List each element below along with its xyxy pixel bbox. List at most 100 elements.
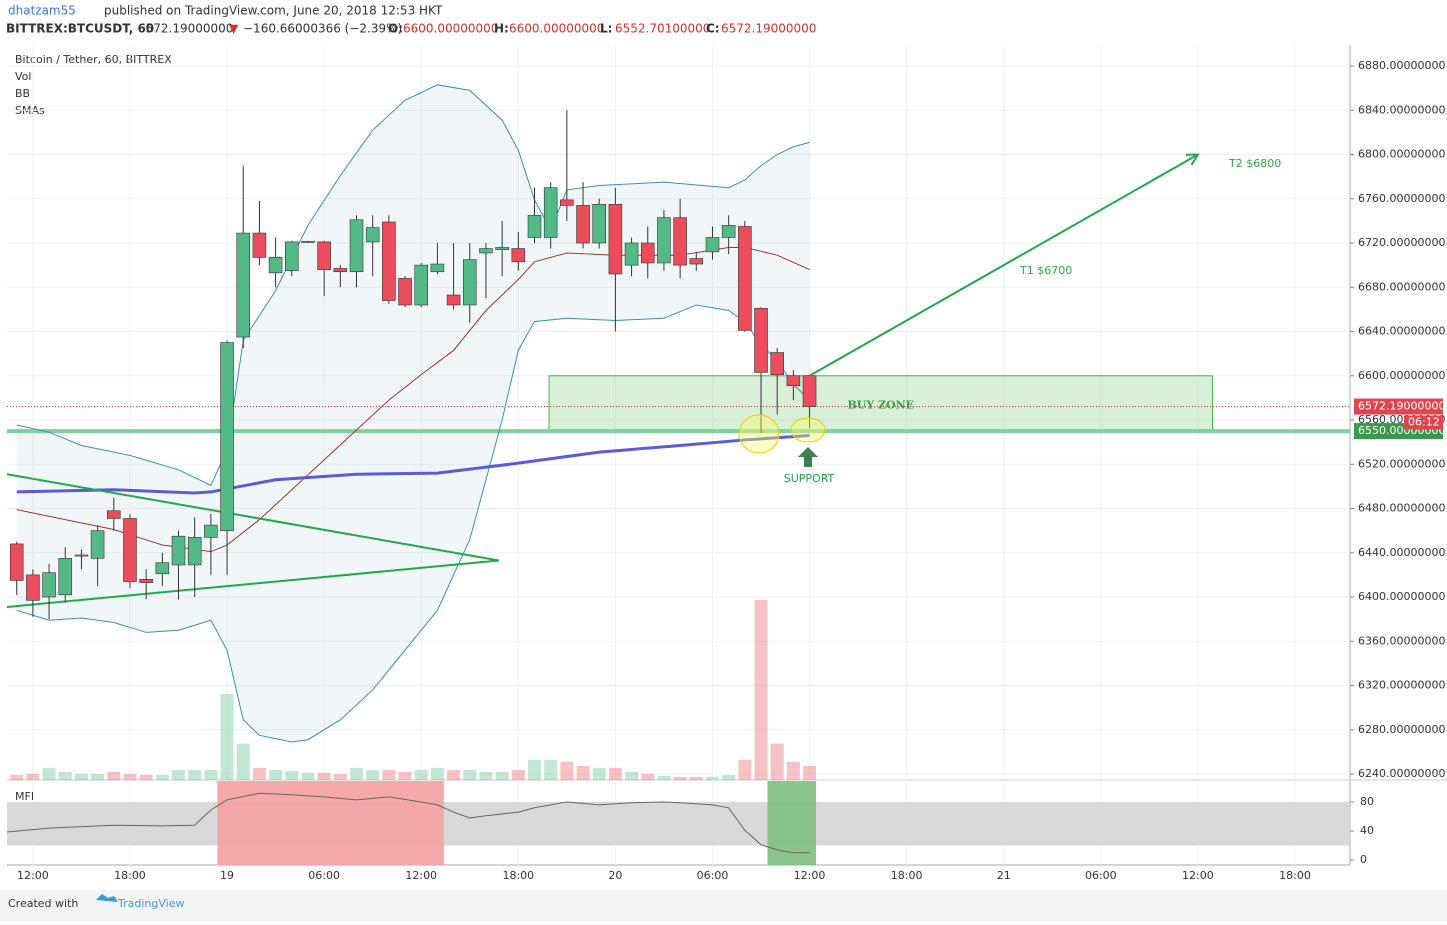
mfi-label: MFI: [15, 790, 34, 803]
candle-body: [721, 225, 736, 238]
footer-bar: [0, 890, 1447, 921]
candle-body: [640, 242, 655, 264]
volume-bar: [333, 773, 347, 780]
candle-body: [365, 227, 380, 243]
triangle-line: [6, 559, 499, 608]
y-tick-label: 6760.00000000: [1358, 192, 1445, 205]
candle-body: [608, 204, 623, 275]
volume-bar: [511, 769, 525, 780]
target-label: T2 $6800: [1228, 157, 1281, 170]
volume-bar: [673, 776, 687, 780]
candle-body: [285, 241, 299, 271]
x-tick-label: 12:00: [17, 869, 49, 882]
volume-bar: [414, 769, 428, 780]
volume-bar: [10, 774, 24, 780]
legend-title: Bitcoin / Tether, 60, BITTREX: [15, 53, 172, 66]
volume-bar: [236, 743, 250, 780]
legend-item: BB: [15, 87, 30, 100]
x-tick-label: 18:00: [114, 869, 146, 882]
candle-body: [657, 217, 671, 264]
volume-bar: [398, 771, 412, 780]
y-tick-label: 6640.00000000: [1358, 325, 1445, 338]
volume-bar: [26, 773, 40, 780]
volume-bar: [155, 774, 169, 780]
candle-body: [446, 294, 461, 306]
candle-body: [123, 518, 137, 582]
candle-body: [204, 524, 218, 538]
volume-bar: [528, 759, 541, 780]
candle-body: [770, 352, 784, 375]
volume-bar: [285, 770, 299, 780]
x-tick-label: 06:00: [697, 869, 729, 882]
x-tick-label: 19: [220, 869, 234, 882]
ohlc-key: O:: [388, 22, 403, 36]
published: published on TradingView.com, June 20, 2…: [104, 4, 443, 18]
candle-body: [333, 268, 348, 273]
candle-body: [592, 204, 606, 244]
price-tag: [1354, 398, 1443, 415]
y-tick-label: 6600.00000000: [1358, 369, 1445, 382]
indicator-line: [16, 434, 810, 495]
tv-logo: [96, 894, 118, 902]
ohlc-value: 6552.70100000: [615, 22, 710, 36]
change-arrow: ▼: [229, 22, 239, 36]
y-tick-label: 6280.00000000: [1358, 723, 1445, 736]
x-tick-label: 12:00: [405, 869, 437, 882]
volume-bar: [786, 761, 800, 780]
x-tick-label: 12:00: [794, 869, 826, 882]
symbol: BITTREX:BTCUSDT, 60: [6, 22, 154, 36]
author[interactable]: dhatzam55: [8, 4, 76, 18]
target-arrow: [809, 153, 1199, 377]
volume-bar: [463, 769, 477, 780]
candle-body: [576, 205, 590, 244]
target-label: T1 $6700: [1019, 264, 1072, 277]
candle-body: [689, 258, 704, 265]
x-tick-label: 18:00: [1279, 869, 1311, 882]
ohlc-key: C:: [706, 22, 720, 36]
candle-body: [26, 574, 40, 601]
x-tick-label: 20: [608, 869, 622, 882]
support-arrow: [798, 447, 818, 467]
footer-brand[interactable]: TradingView: [117, 897, 184, 910]
volume-bar: [770, 743, 784, 780]
support-circle: [790, 417, 826, 443]
candle-body: [301, 241, 315, 243]
volume-bar: [42, 767, 56, 780]
volume-bar: [74, 773, 88, 780]
candle-body: [349, 219, 364, 273]
price-tag-label: 6572.19000000: [1358, 400, 1445, 413]
mfi-tick-label: 80: [1360, 795, 1374, 808]
price: 6572.19000000: [138, 22, 233, 36]
arrow-head: [1185, 153, 1200, 166]
candle-body: [187, 536, 202, 566]
ohlc-value: 6600.00000000: [509, 22, 604, 36]
y-tick-label: 6240.00000000: [1358, 767, 1445, 780]
mfi-tick-label: 40: [1360, 824, 1374, 837]
candle-body: [107, 510, 121, 519]
y-tick-label: 6880.00000000: [1358, 59, 1445, 72]
candle-body: [236, 232, 251, 338]
indicator-line: [16, 304, 810, 743]
candle-body: [543, 187, 558, 238]
candle-body: [673, 217, 687, 266]
volume-bar: [123, 773, 137, 780]
candle-body: [317, 241, 331, 270]
mfi-line: [6, 792, 810, 854]
change: −160.66000366 (−2.39%): [243, 22, 402, 36]
y-tick-label: 6480.00000000: [1358, 502, 1445, 515]
volume-bar: [738, 759, 752, 780]
volume-bar: [641, 773, 655, 780]
y-tick-label: 6520.00000000: [1358, 457, 1445, 470]
candle-body: [398, 278, 412, 306]
mfi-band: [7, 801, 1350, 846]
candle-body: [624, 242, 639, 266]
x-tick-label: 06:00: [308, 869, 340, 882]
x-tick-label: 21: [997, 869, 1011, 882]
volume-bar: [544, 759, 558, 780]
ohlc-value: 6572.19000000: [721, 22, 816, 36]
candle-body: [268, 257, 283, 274]
candle-body: [252, 232, 267, 258]
triangle-line: [6, 473, 500, 562]
footer-created: Created with: [8, 897, 78, 910]
